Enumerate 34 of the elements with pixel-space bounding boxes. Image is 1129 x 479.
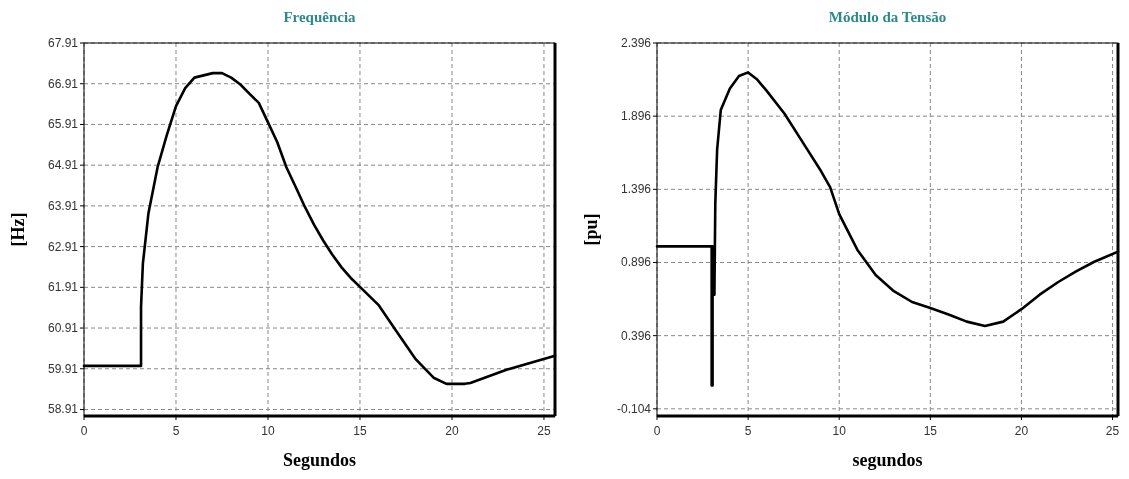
x-tick-label: 10	[261, 424, 275, 438]
y-tick-label: 59.91	[47, 361, 79, 376]
x-tick-label: 0	[653, 424, 661, 438]
x-tick-label: 15	[923, 424, 938, 438]
y-tick-label: 64.91	[47, 158, 79, 173]
y-tick-label: 61.91	[47, 280, 79, 295]
y-tick-label: 65.91	[47, 117, 79, 132]
y-tick-label: 62.91	[47, 239, 79, 254]
y-tick-label: 60.91	[47, 321, 79, 336]
y-tick-label: 2.396	[620, 36, 652, 50]
x-tick-label: 10	[832, 424, 847, 438]
x-tick-label: 20	[1014, 424, 1029, 438]
y-axis-title: [pu]	[581, 213, 601, 246]
x-tick-label: 25	[537, 424, 551, 438]
y-axis-title: [Hz]	[8, 212, 28, 247]
x-axis-title: segundos	[852, 450, 923, 470]
chart-title: Módulo da Tensão	[828, 9, 947, 25]
x-tick-label: 15	[353, 424, 367, 438]
x-tick-label: 25	[1105, 424, 1120, 438]
x-axis-title: Segundos	[282, 450, 357, 470]
y-tick-label: 67.91	[47, 36, 79, 50]
x-tick-label: 5	[744, 424, 752, 438]
y-tick-label: 1.396	[620, 182, 652, 197]
y-tick-label: 0.396	[620, 328, 652, 343]
y-tick-label: 66.91	[47, 76, 79, 91]
y-tick-label: 58.91	[47, 402, 79, 417]
y-tick-label: -0.104	[616, 401, 652, 416]
chart-title: Frequência	[283, 9, 357, 25]
y-tick-label: 63.91	[47, 198, 79, 213]
x-tick-label: 5	[172, 424, 180, 438]
x-tick-label: 20	[445, 424, 459, 438]
y-tick-label: 1.896	[620, 109, 652, 124]
x-tick-label: 0	[80, 424, 88, 438]
y-tick-label: 0.896	[620, 255, 652, 270]
